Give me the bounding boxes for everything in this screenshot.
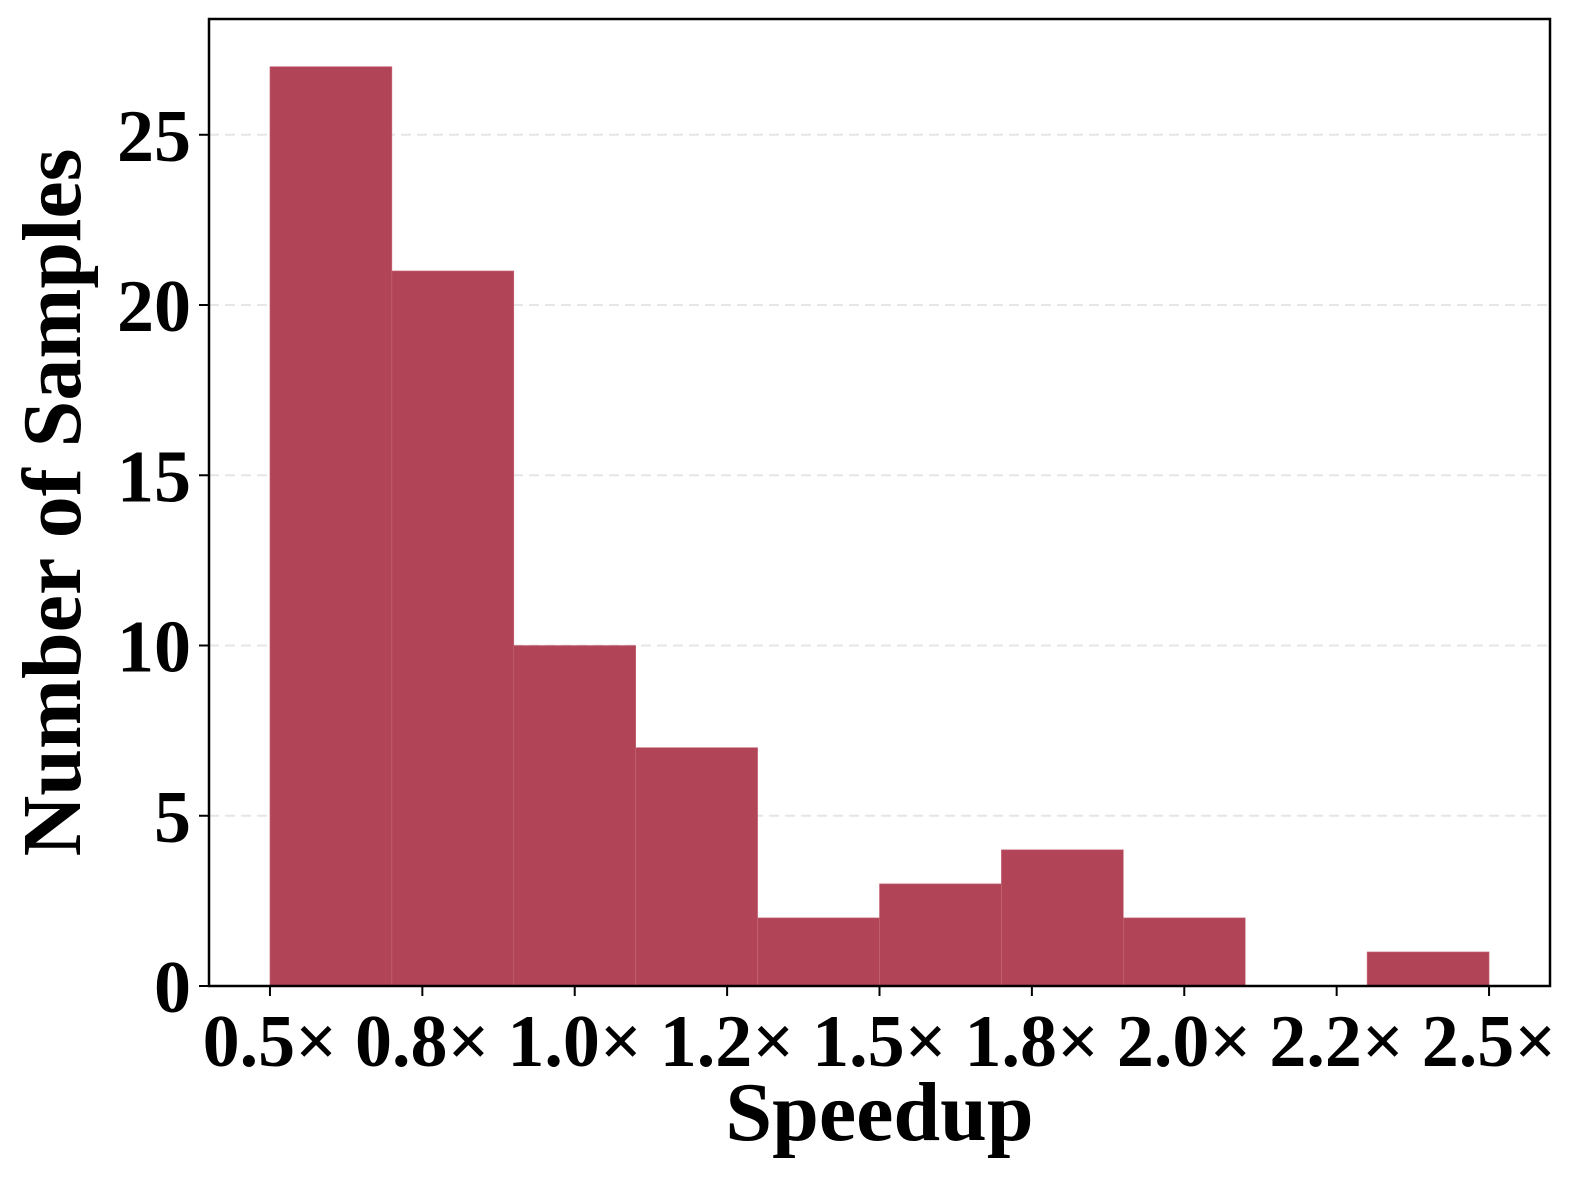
y-tick-label: 5 xyxy=(154,777,191,859)
histogram-bar xyxy=(879,883,1002,987)
histogram-bar xyxy=(1001,849,1124,987)
y-axis-label: Number of Samples xyxy=(6,149,99,857)
y-tick-label: 0 xyxy=(154,947,191,1029)
histogram-bar xyxy=(1366,951,1490,987)
x-tick-label: 2.0× xyxy=(1117,1001,1252,1083)
histogram-bar xyxy=(635,747,758,987)
histogram-bar xyxy=(1123,917,1246,987)
y-tick-label: 15 xyxy=(117,436,191,518)
y-tick-label: 10 xyxy=(117,607,191,689)
x-axis-label: Speedup xyxy=(725,1066,1033,1159)
y-tick-label: 20 xyxy=(117,266,191,348)
histogram-bar xyxy=(513,645,636,987)
x-tick-label: 1.5× xyxy=(812,1001,947,1083)
x-tick-label: 1.0× xyxy=(507,1001,642,1083)
x-tick-label: 2.2× xyxy=(1269,1001,1404,1083)
histogram-bar xyxy=(269,66,393,987)
x-tick-label: 1.8× xyxy=(965,1001,1100,1083)
x-tick-label: 0.5× xyxy=(203,1001,338,1083)
histogram-bar xyxy=(391,270,515,987)
x-tick-label: 0.8× xyxy=(355,1001,490,1083)
y-tick-label: 25 xyxy=(117,96,191,178)
x-axis-ticks: 0.5× 0.8× 1.0× 1.2× 1.5× 1.8× 2.0× 2.2× 2.5× xyxy=(203,986,1557,1083)
x-tick-label: 1.2× xyxy=(660,1001,795,1083)
histogram-bars xyxy=(269,66,1490,987)
y-axis-ticks: 0 5 10 15 20 25 xyxy=(117,96,209,1029)
x-tick-label: 2.5× xyxy=(1422,1001,1557,1083)
histogram-bar xyxy=(757,917,880,987)
